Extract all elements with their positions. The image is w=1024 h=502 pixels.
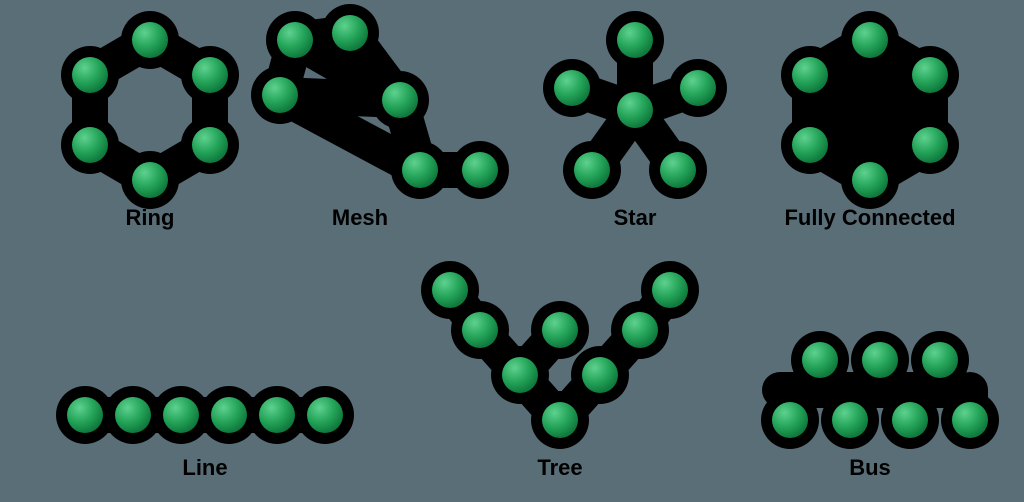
node [554, 70, 590, 106]
node [132, 22, 168, 58]
node [802, 342, 838, 378]
node [892, 402, 928, 438]
node [132, 162, 168, 198]
node [542, 312, 578, 348]
ring-label: Ring [126, 205, 175, 230]
mesh-topology: Mesh [251, 4, 509, 230]
node [262, 77, 298, 113]
node [832, 402, 868, 438]
node [192, 127, 228, 163]
node [307, 397, 343, 433]
node [542, 402, 578, 438]
bus-label: Bus [849, 455, 891, 480]
tree-topology: Tree [421, 261, 699, 480]
node [922, 342, 958, 378]
node [402, 152, 438, 188]
node [660, 152, 696, 188]
node [852, 162, 888, 198]
fully-topology: Fully Connected [781, 11, 959, 230]
node [67, 397, 103, 433]
node [462, 152, 498, 188]
node [574, 152, 610, 188]
node [617, 92, 653, 128]
node [617, 22, 653, 58]
node [792, 127, 828, 163]
star-topology: Star [543, 11, 727, 230]
ring-topology: Ring [61, 11, 239, 230]
node [952, 402, 988, 438]
node [862, 342, 898, 378]
node [259, 397, 295, 433]
line-label: Line [182, 455, 227, 480]
node [912, 57, 948, 93]
network-topology-diagram: Ring Mesh Star Fully Connected Line Tree Bus [0, 0, 1024, 502]
node [332, 15, 368, 51]
node [211, 397, 247, 433]
mesh-label: Mesh [332, 205, 388, 230]
node [792, 57, 828, 93]
node [72, 127, 108, 163]
node [192, 57, 228, 93]
node [772, 402, 808, 438]
node [502, 357, 538, 393]
node [680, 70, 716, 106]
bus-topology: Bus [761, 331, 999, 480]
node [277, 22, 313, 58]
line-topology: Line [56, 386, 354, 480]
tree-label: Tree [537, 455, 582, 480]
node [163, 397, 199, 433]
node [115, 397, 151, 433]
node [912, 127, 948, 163]
star-label: Star [614, 205, 657, 230]
node [622, 312, 658, 348]
node [432, 272, 468, 308]
node [652, 272, 688, 308]
fully-label: Fully Connected [784, 205, 955, 230]
node [462, 312, 498, 348]
node [852, 22, 888, 58]
node [382, 82, 418, 118]
node [582, 357, 618, 393]
node [72, 57, 108, 93]
